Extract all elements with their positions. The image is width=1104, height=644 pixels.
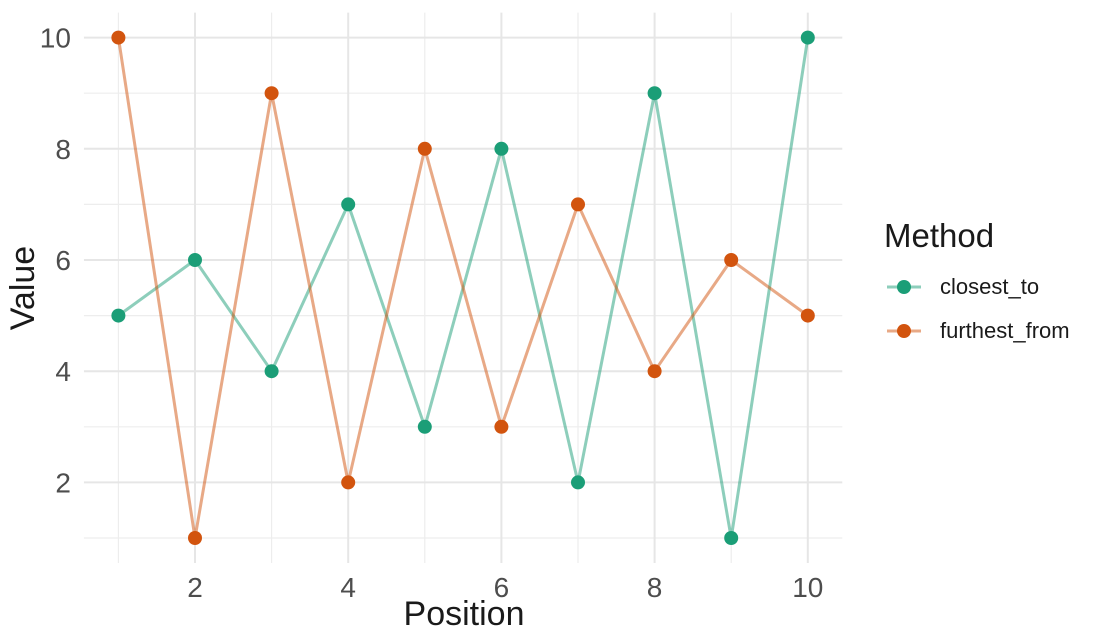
legend-title: Method [884,217,995,254]
data-point [111,308,126,323]
data-point [571,475,585,490]
data-point [724,531,739,545]
y-tick-labels: 2 4 6 8 10 [40,23,71,499]
legend-key-icon [887,324,921,338]
x-axis-title: Position [404,595,525,633]
x-tick-label: 4 [340,572,356,603]
data-point [417,141,432,156]
data-point [647,86,662,101]
data-point [341,475,356,490]
data-point [647,364,662,379]
data-point [341,197,356,212]
legend-label: closest_to [940,274,1040,299]
data-point [494,141,509,156]
series-layer [111,30,815,545]
legend-item-closest_to: closest_to [884,265,1070,309]
major-gridlines [83,12,843,564]
data-point [264,364,279,379]
x-tick-label: 6 [494,572,510,603]
data-point [417,419,432,434]
y-tick-label: 10 [40,23,71,54]
y-axis-title: Value [4,246,42,330]
legend-items: closest_to furthest_from [884,265,1070,353]
y-tick-label: 2 [55,467,71,498]
legend-item-furthest_from: furthest_from [884,309,1070,353]
legend-key-icon [887,280,921,294]
series-line [116,37,809,540]
data-point [724,253,739,267]
x-tick-labels: 2 4 6 8 10 [187,572,823,603]
data-point [494,419,509,434]
data-point [264,86,279,101]
series-furthest_from [111,30,815,545]
x-tick-label: 2 [187,572,203,603]
x-tick-label: 10 [792,572,823,603]
y-tick-label: 4 [55,356,71,387]
data-point [800,308,815,323]
legend: Method closest_to furthest_from [884,216,1070,353]
data-point [188,531,202,545]
data-point [188,253,202,267]
legend-label: furthest_from [940,318,1070,343]
x-tick-label: 8 [647,572,663,603]
minor-gridlines [83,12,843,564]
data-point [111,30,126,45]
y-tick-label: 6 [55,245,71,276]
data-point [571,197,585,212]
data-point [800,30,815,45]
y-tick-label: 8 [55,134,71,165]
